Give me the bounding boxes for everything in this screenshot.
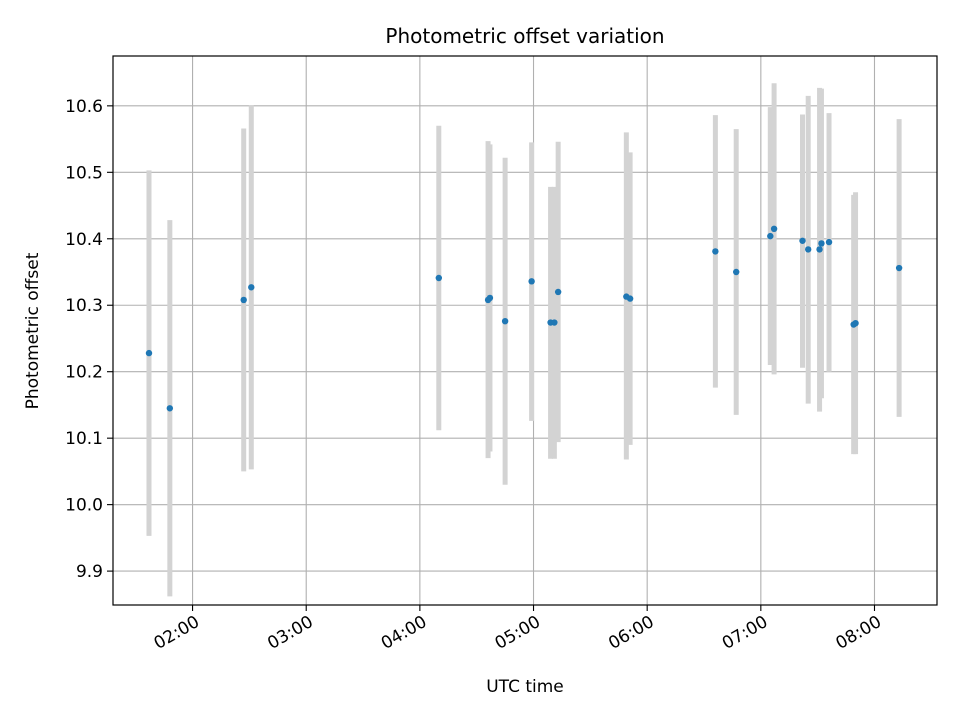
- data-point: [551, 319, 558, 326]
- data-point: [486, 294, 494, 302]
- y-tick-label: 10.4: [65, 230, 103, 250]
- x-axis-label: UTC time: [486, 677, 564, 697]
- data-point: [816, 246, 823, 253]
- data-point: [626, 295, 634, 302]
- data-point: [804, 246, 812, 253]
- data-point: [240, 296, 247, 304]
- y-tick-label: 10.1: [65, 429, 103, 449]
- data-point: [554, 288, 562, 296]
- data-point: [767, 232, 774, 240]
- y-tick-label: 10.5: [65, 163, 103, 183]
- data-point: [770, 225, 778, 233]
- chart-title: Photometric offset variation: [385, 24, 664, 48]
- y-tick-label: 9.9: [76, 562, 103, 582]
- data-point: [166, 405, 174, 412]
- data-point: [501, 317, 509, 325]
- data-point: [799, 237, 806, 244]
- data-point: [528, 278, 535, 285]
- y-axis-label: Photometric offset: [23, 252, 43, 409]
- y-axis-ticks: 9.9 10.0 10.1 10.2 10.3 10.4 10.5 10.6: [65, 97, 113, 582]
- y-tick-label: 10.2: [65, 363, 103, 383]
- data-point: [818, 240, 825, 247]
- data-point: [852, 319, 859, 327]
- plot-frame: [112, 55, 938, 606]
- y-tick-label: 10.0: [65, 496, 103, 516]
- data-point: [825, 238, 833, 246]
- data-point: [733, 268, 740, 276]
- data-point: [895, 264, 903, 272]
- data-point: [712, 248, 719, 255]
- data-point: [435, 274, 443, 282]
- y-tick-label: 10.3: [65, 296, 103, 316]
- data-point: [248, 284, 255, 291]
- data-points: [145, 225, 903, 412]
- y-tick-label: 10.6: [65, 97, 103, 117]
- data-point: [145, 349, 153, 357]
